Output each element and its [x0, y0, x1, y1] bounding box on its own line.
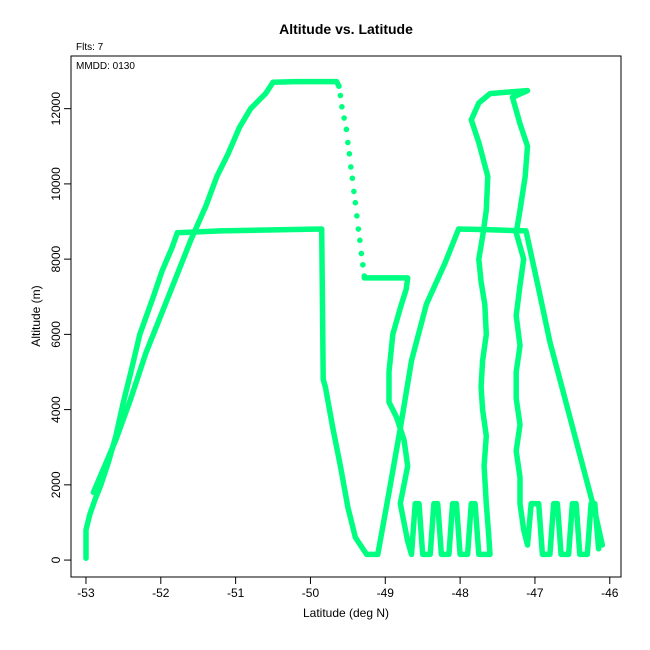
- y-tick-label: 0: [49, 556, 63, 563]
- flight-track-point: [339, 103, 345, 110]
- y-axis-label: Altitude (m): [29, 285, 43, 346]
- y-tick-label: 2000: [49, 471, 63, 498]
- y-tick-label: 4000: [49, 396, 63, 423]
- flight-track-point: [348, 164, 354, 170]
- x-axis-label: Latitude (deg N): [303, 606, 389, 620]
- flight-track-point: [336, 83, 342, 89]
- flights-annotation: Flts: 7: [76, 42, 104, 53]
- x-tick-label: -52: [152, 586, 170, 600]
- flight-track-point: [355, 226, 362, 232]
- flight-track-point: [354, 213, 360, 219]
- flight-track-point: [337, 92, 344, 99]
- flight-track-point: [351, 188, 357, 195]
- flight-track-point: [358, 250, 365, 257]
- flight-track-point: [345, 139, 351, 146]
- flight-track-line-1: [90, 78, 342, 496]
- flight-track-line-0: [83, 226, 606, 561]
- flight-track-point: [346, 151, 353, 157]
- flight-track-point: [343, 126, 350, 133]
- flight-track-point: [341, 115, 347, 121]
- x-tick-label: -46: [601, 586, 619, 600]
- flight-track-point: [349, 175, 356, 182]
- y-tick-label: 8000: [49, 245, 63, 272]
- y-tick-label: 10000: [49, 167, 63, 201]
- y-axis: 0 2000 4000 6000 8000 10000 12000: [49, 92, 72, 563]
- chart-title: Altitude vs. Latitude: [279, 21, 413, 37]
- series-layer: [83, 78, 606, 561]
- flight-track-point: [360, 261, 366, 268]
- x-tick-label: -53: [77, 586, 95, 600]
- x-tick-label: -51: [227, 586, 245, 600]
- flight-track-line-3: [361, 87, 602, 558]
- y-tick-label: 6000: [49, 321, 63, 348]
- mmdd-annotation: MMDD: 0130: [76, 61, 135, 72]
- x-tick-label: -48: [451, 586, 469, 600]
- x-axis: -53 -52 -51 -50 -49 -48 -47 -46: [77, 576, 619, 600]
- flight-track-point: [352, 199, 359, 206]
- x-tick-label: -50: [302, 586, 320, 600]
- x-tick-label: -47: [526, 586, 544, 600]
- x-tick-label: -49: [377, 586, 395, 600]
- y-tick-label: 12000: [49, 92, 63, 126]
- flight-track-point: [357, 237, 363, 244]
